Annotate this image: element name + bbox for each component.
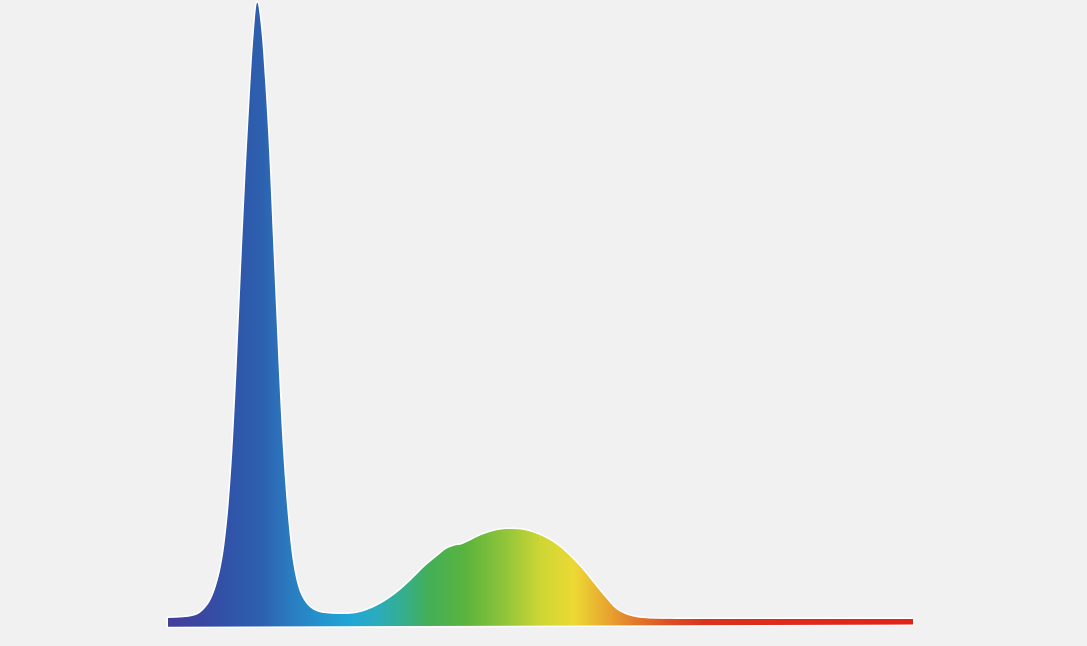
spectrum-area bbox=[166, 1, 915, 629]
